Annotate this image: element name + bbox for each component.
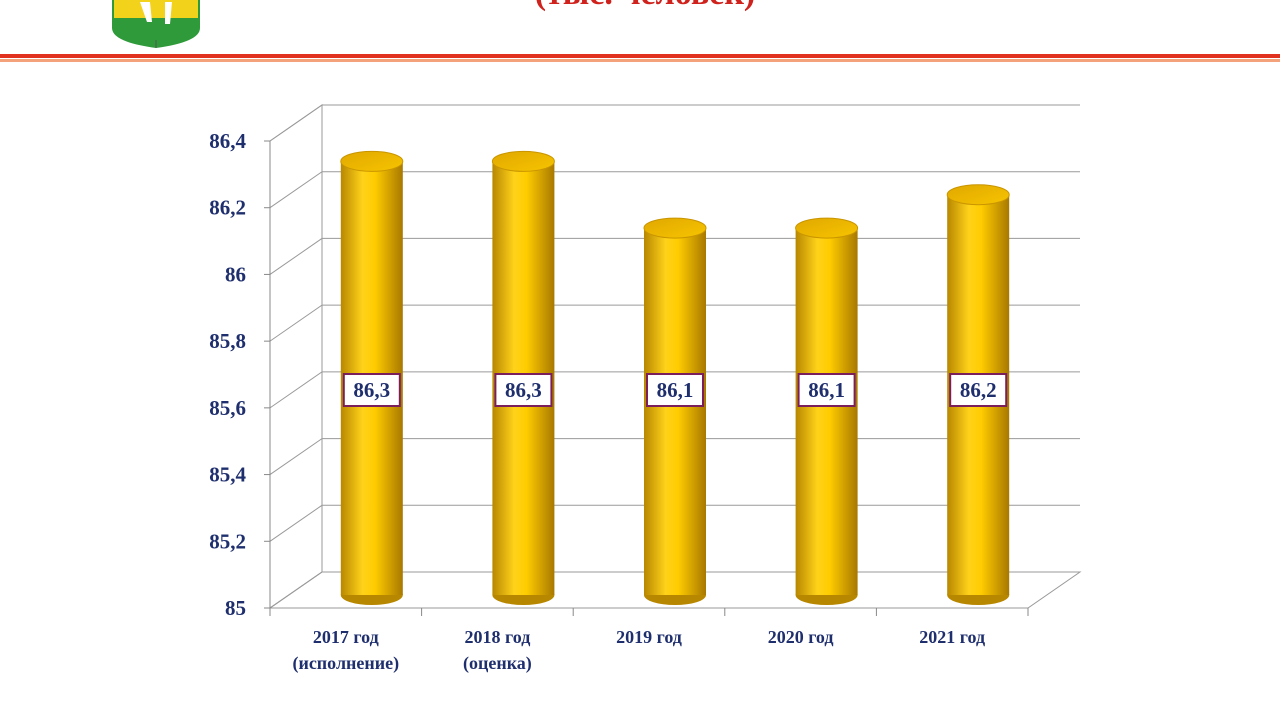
y-tick-label: 85,2 <box>209 529 246 553</box>
grid-line <box>269 104 1080 142</box>
y-tick-label: 86,2 <box>209 196 246 220</box>
x-tick-label: 2021 год <box>919 627 985 647</box>
y-tick-label: 86,4 <box>209 129 246 153</box>
bar-top <box>491 150 555 172</box>
x-tick-label: 2020 год <box>768 627 834 647</box>
x-tick-label: 2017 год (исполнение) <box>292 627 399 674</box>
grid-line <box>269 171 1080 209</box>
value-label-box <box>342 373 401 407</box>
bar <box>795 228 858 596</box>
bar-top <box>946 184 1010 206</box>
value-label: 86,3 <box>353 378 390 402</box>
bar-top <box>795 217 859 239</box>
value-label-box <box>797 373 856 407</box>
header-rule-light <box>0 59 1280 62</box>
y-tick-label: 85,6 <box>209 396 246 420</box>
value-label: 86,1 <box>808 378 845 402</box>
chart: 85 85,2 85,4 85,6 85,8 86 86,2 86,4 2017 год (исп… <box>209 104 1082 674</box>
x-tick-label: 2018 год (оценка) <box>463 627 532 674</box>
bar-top <box>643 217 707 239</box>
back-wall <box>269 104 323 609</box>
y-tick-label: 85,8 <box>209 329 246 353</box>
bar-top <box>340 150 404 172</box>
value-label: 86,3 <box>505 378 542 402</box>
y-tick-label: 85 <box>225 596 246 620</box>
coat-of-arms <box>112 0 200 48</box>
bar <box>644 228 706 596</box>
value-label: 86,2 <box>960 378 997 402</box>
chart-title: (тыс. человек) <box>535 0 756 12</box>
value-label-box <box>949 373 1008 407</box>
header-rule <box>0 54 1280 58</box>
value-label-box <box>646 373 704 407</box>
y-tick-label: 86 <box>225 262 246 286</box>
y-tick-label: 85,4 <box>209 463 246 487</box>
value-label-box <box>494 373 553 407</box>
x-tick-label: 2019 год <box>616 627 682 647</box>
value-label: 86,1 <box>657 378 694 402</box>
